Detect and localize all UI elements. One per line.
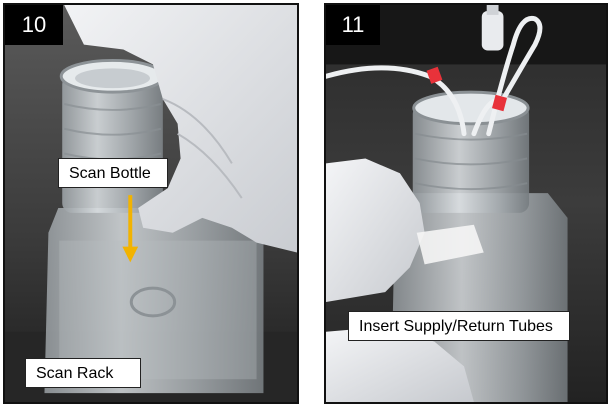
step-number-badge: 11 <box>326 5 380 45</box>
scan-rack-label: Scan Rack <box>25 358 141 388</box>
scan-bottle-label: Scan Bottle <box>58 158 168 188</box>
step-10-photo-panel: 10 Scan Bottle Scan Rack <box>3 3 299 404</box>
tube-insert-photo <box>326 5 606 402</box>
step-number-badge: 10 <box>5 5 63 45</box>
step-11-photo-panel: 11 Insert Supply/Return Tubes <box>324 3 608 404</box>
insert-tubes-label: Insert Supply/Return Tubes <box>348 311 570 341</box>
bottle-scan-photo <box>5 5 297 402</box>
